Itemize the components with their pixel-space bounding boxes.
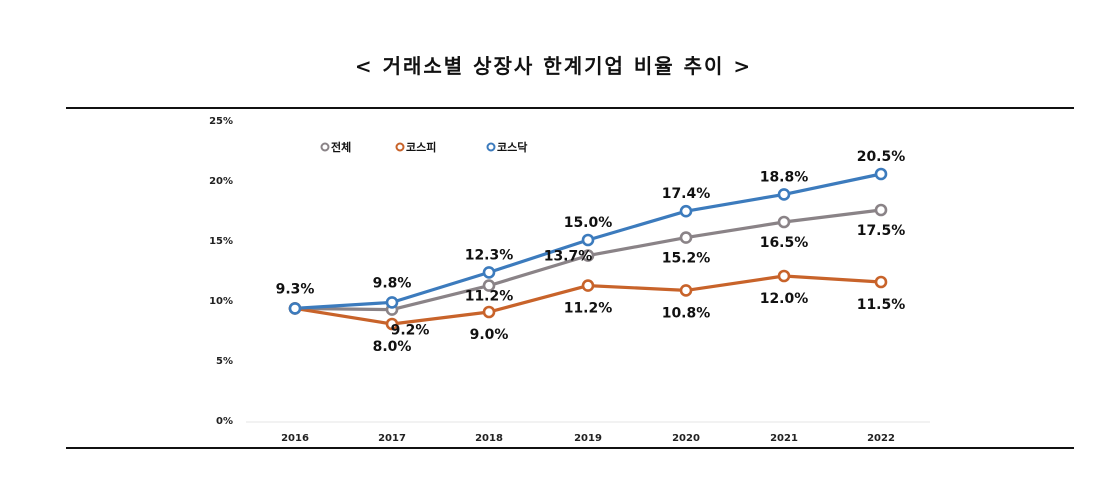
legend-label: 코스닥 (497, 140, 527, 154)
x-tick-label: 2017 (378, 433, 406, 444)
data-label: 8.0% (373, 339, 412, 355)
data-point (482, 279, 496, 292)
data-label: 11.2% (564, 301, 613, 317)
data-label: 16.5% (760, 235, 809, 251)
data-label: 11.5% (857, 297, 906, 313)
data-label: 12.3% (465, 247, 514, 263)
x-tick-label: 2016 (281, 433, 309, 444)
data-point (385, 317, 399, 331)
data-point (777, 215, 791, 229)
data-label: 18.8% (760, 169, 809, 185)
data-point (482, 266, 496, 279)
data-label: 9.0% (470, 327, 509, 343)
data-label: 10.8% (662, 305, 711, 321)
bottom-rule (66, 447, 1074, 449)
legend-marker (320, 142, 330, 152)
chart-title: < 거래소별 상장사 한계기업 비율 추이 > (354, 54, 753, 78)
data-point (679, 231, 693, 244)
data-point (777, 188, 791, 201)
y-tick-label: 25% (209, 116, 233, 127)
data-point (874, 275, 888, 289)
data-label: 11.2% (465, 289, 514, 305)
y-tick-label: 5% (216, 356, 233, 367)
data-point (581, 279, 595, 292)
y-tick-label: 20% (209, 176, 233, 187)
legend-marker (395, 142, 405, 152)
data-label: 12.0% (760, 291, 809, 307)
data-point (581, 233, 595, 247)
top-rule (66, 107, 1074, 109)
data-label: 13.7% (544, 249, 593, 265)
data-point (777, 269, 791, 283)
y-tick-label: 0% (216, 416, 233, 427)
legend-label: 전체 (331, 140, 351, 154)
data-label: 15.0% (564, 215, 613, 231)
data-label: 9.3% (276, 281, 315, 297)
data-point (679, 284, 693, 297)
data-point (385, 296, 399, 309)
legend-label: 코스피 (406, 140, 436, 154)
data-point (874, 203, 888, 217)
data-label: 9.8% (373, 275, 412, 291)
x-tick-label: 2020 (672, 433, 700, 444)
data-point (288, 302, 302, 315)
x-tick-label: 2022 (867, 433, 895, 444)
data-label: 20.5% (857, 149, 906, 165)
data-point (482, 305, 496, 319)
data-point (581, 249, 595, 262)
data-point (874, 167, 888, 181)
y-tick-label: 15% (209, 236, 233, 247)
data-point (679, 204, 693, 218)
data-label: 9.2% (391, 323, 430, 339)
y-tick-label: 10% (209, 296, 233, 307)
data-label: 15.2% (662, 251, 711, 267)
x-tick-label: 2021 (770, 433, 798, 444)
x-tick-label: 2019 (574, 433, 602, 444)
x-tick-label: 2018 (475, 433, 503, 444)
legend-marker (486, 142, 496, 152)
data-label: 17.4% (662, 186, 711, 202)
data-label: 17.5% (857, 223, 906, 239)
